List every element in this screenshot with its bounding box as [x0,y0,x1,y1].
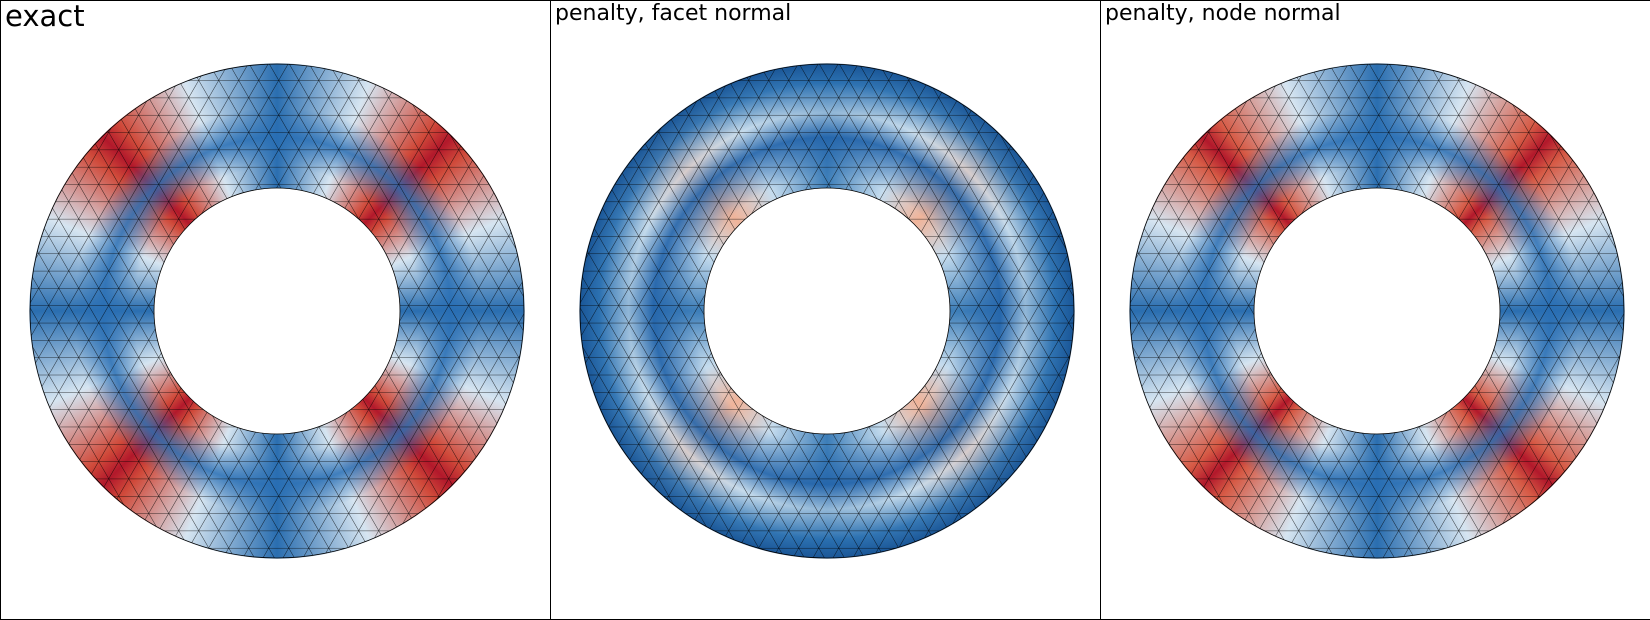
panel: penalty, facet normal [550,0,1101,620]
panel-title: exact [5,0,85,33]
panel-title: penalty, facet normal [555,1,792,26]
mesh [579,63,1075,559]
mesh [29,63,525,559]
panel: penalty, node normal [1100,0,1650,620]
panel-title: penalty, node normal [1105,1,1341,26]
mesh [1129,63,1625,559]
panel: exact [0,0,551,620]
